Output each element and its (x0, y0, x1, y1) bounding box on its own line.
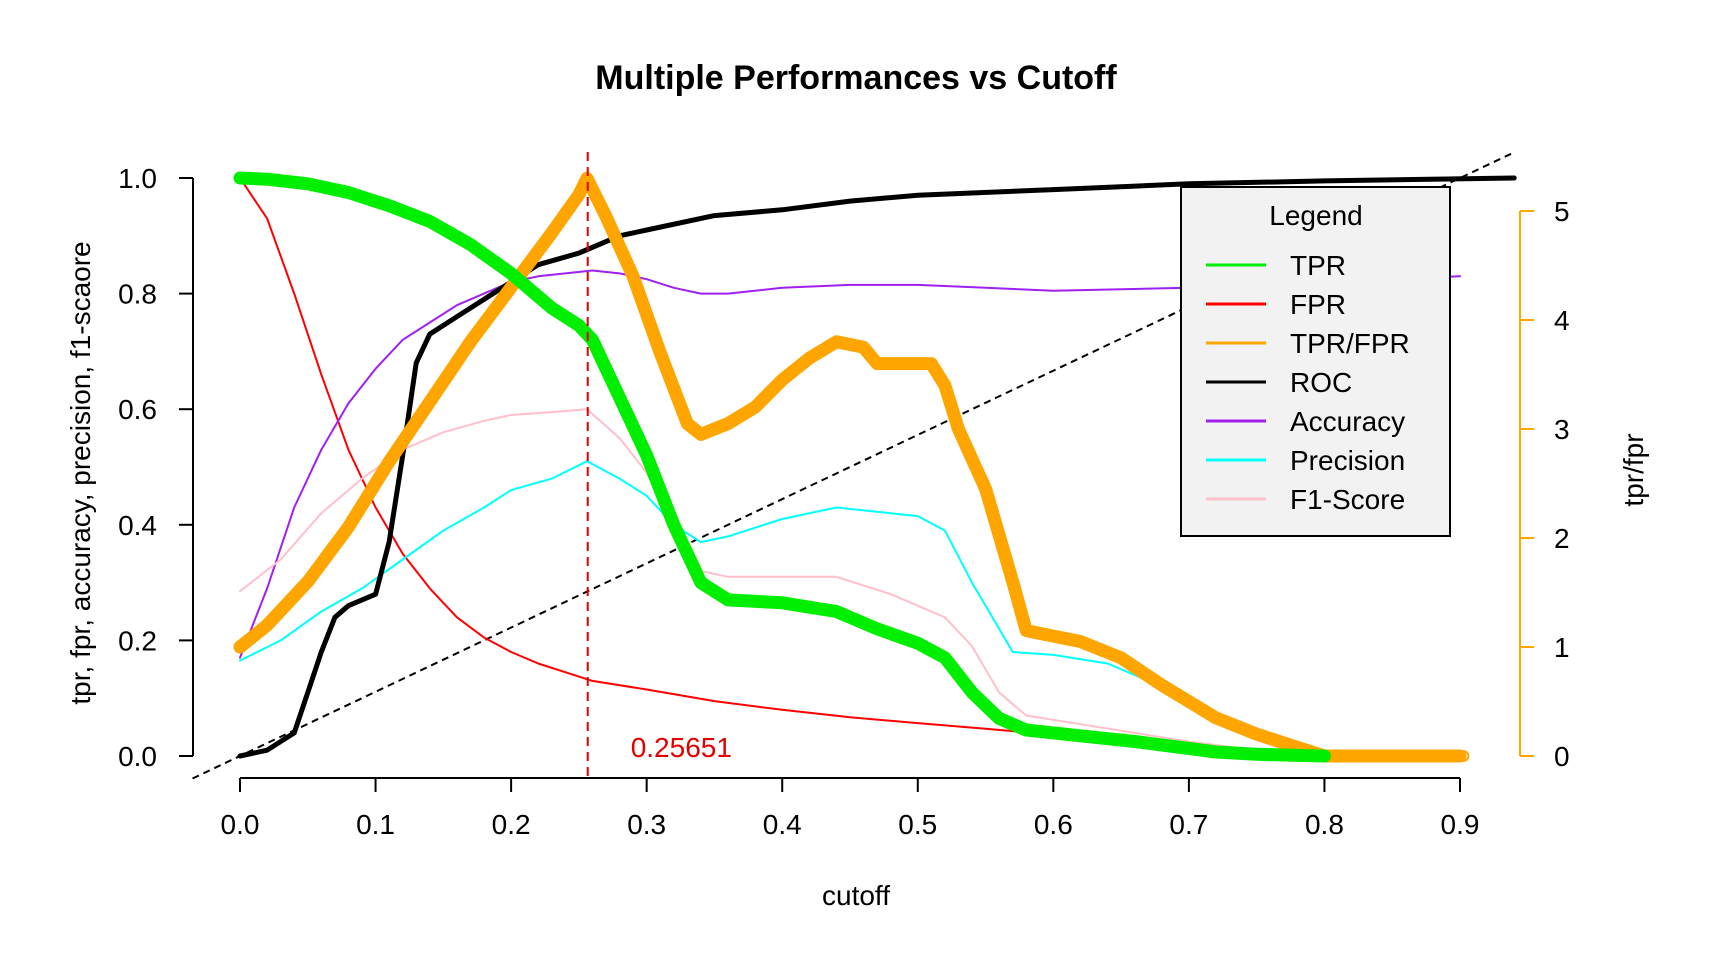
legend-label: Precision (1290, 445, 1405, 476)
chart-title: Multiple Performances vs Cutoff (595, 59, 1117, 97)
legend-label: F1-Score (1290, 484, 1405, 515)
y-tick-label: 1.0 (118, 163, 157, 194)
y2-tick-label: 5 (1554, 196, 1570, 227)
y2-axis-label: tpr/fpr (1618, 433, 1649, 506)
series-line-accuracy (239, 269, 1461, 659)
series-line-tpr-fpr (233, 171, 1467, 763)
x-tick-label: 0.3 (627, 809, 666, 840)
legend-label: ROC (1290, 367, 1352, 398)
legend-label: TPR (1290, 250, 1346, 281)
legend-label: Accuracy (1290, 406, 1405, 437)
x-tick-label: 0.1 (356, 809, 395, 840)
x-tick-label: 0.0 (221, 809, 260, 840)
cutoff-marker-label: 0.25651 (631, 732, 732, 763)
legend-items: TPR FPR TPR/FPR ROC Accuracy Precision F1-Scor… (1206, 250, 1410, 515)
series-line-tpr (233, 171, 1331, 763)
y-tick-label: 0.8 (118, 279, 157, 310)
y-tick-label: 0.2 (118, 625, 157, 656)
legend-title: Legend (1269, 200, 1362, 231)
x-tick-label: 0.9 (1441, 809, 1480, 840)
series-line-roc (237, 175, 1517, 759)
x-tick-label: 0.6 (1034, 809, 1073, 840)
y2-tick-label: 1 (1554, 632, 1570, 663)
tpr-fpr-point (1457, 750, 1470, 762)
y-tick-label: 0.4 (118, 510, 157, 541)
y-axis-label: tpr, fpr, accuracy, precision, f1-scaore (65, 241, 96, 704)
plot-area (192, 151, 1517, 780)
x-axis-label: cutoff (822, 880, 890, 911)
legend: Legend TPR FPR TPR/FPR ROC Accuracy Precision… (1180, 186, 1451, 537)
y-tick-label: 0.6 (118, 394, 157, 425)
x-tick-label: 0.5 (898, 809, 937, 840)
y2-tick-label: 3 (1554, 414, 1570, 445)
legend-box (1180, 186, 1451, 537)
legend-label: FPR (1290, 289, 1346, 320)
x-tick-label: 0.8 (1305, 809, 1344, 840)
x-tick-label: 0.4 (763, 809, 802, 840)
y2-tick-label: 2 (1554, 523, 1570, 554)
axes: 0.0 0.1 0.2 0.3 0.4 0.5 0.6 0.7 0.8 0.9 0.0 0.2 0.4 0… (118, 163, 1570, 840)
y2-tick-label: 4 (1554, 305, 1570, 336)
legend-label: TPR/FPR (1290, 328, 1410, 359)
series-line-precision (239, 460, 1190, 705)
y-tick-label: 0.0 (118, 741, 157, 772)
x-tick-label: 0.2 (492, 809, 531, 840)
x-tick-label: 0.7 (1169, 809, 1208, 840)
y2-tick-label: 0 (1554, 741, 1570, 772)
